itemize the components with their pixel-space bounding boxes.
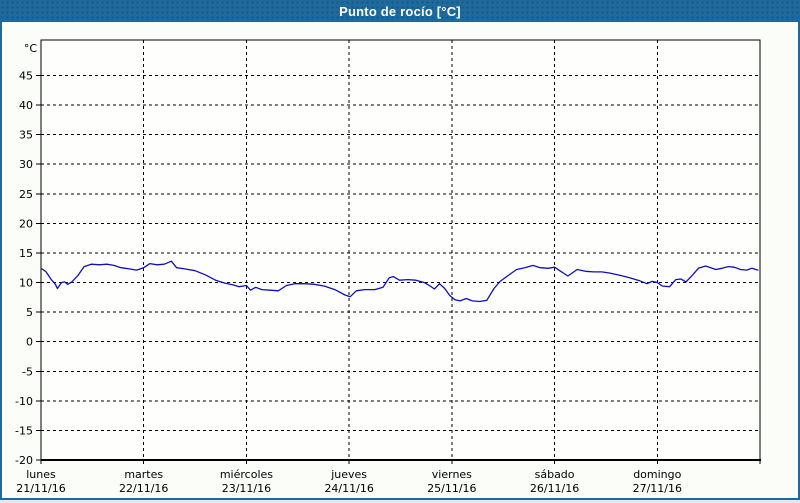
x-date-label: 27/11/16 xyxy=(633,482,682,495)
y-tick-label: 0 xyxy=(26,336,33,349)
chart-title: Punto de rocío [°C] xyxy=(339,3,461,19)
x-day-label: jueves xyxy=(330,468,367,481)
x-date-label: 24/11/16 xyxy=(324,482,373,495)
chart-title-bar: Punto de rocío [°C] xyxy=(0,0,800,22)
x-day-label: martes xyxy=(124,468,163,481)
x-day-label: viernes xyxy=(432,468,472,481)
x-date-label: 25/11/16 xyxy=(427,482,476,495)
y-tick-label: 30 xyxy=(19,158,33,171)
x-date-label: 21/11/16 xyxy=(16,482,65,495)
y-tick-label: 35 xyxy=(19,129,33,142)
dew-point-chart: -20 -15 -10 -5 0 5 10 15 20 25 30 35 40 45 °C lunes21/1… xyxy=(15,39,761,495)
y-tick-label: -20 xyxy=(15,454,33,467)
y-tick-label: 40 xyxy=(19,99,33,112)
x-date-label: 23/11/16 xyxy=(222,482,271,495)
y-tick-label: 45 xyxy=(19,69,33,82)
x-date-label: 22/11/16 xyxy=(119,482,168,495)
y-tick-label: 25 xyxy=(19,188,33,201)
y-tick-label: -10 xyxy=(15,395,33,408)
y-unit-label: °C xyxy=(24,42,38,55)
x-day-label: miércoles xyxy=(220,468,273,481)
y-tick-label: 15 xyxy=(19,247,33,260)
data-series-line xyxy=(41,260,759,303)
y-tick-label: 20 xyxy=(19,217,33,230)
y-tick-label: 5 xyxy=(26,306,33,319)
x-day-label: lunes xyxy=(26,468,56,481)
x-day-label: sábado xyxy=(535,468,575,481)
plot-border xyxy=(40,39,761,461)
y-tick-label: -15 xyxy=(15,424,33,437)
y-tick-label: 10 xyxy=(19,277,33,290)
x-date-label: 26/11/16 xyxy=(530,482,579,495)
y-tick-label: -5 xyxy=(22,365,33,378)
chart-area: -20 -15 -10 -5 0 5 10 15 20 25 30 35 40 45 °C lunes 21/1… xyxy=(2,22,798,498)
x-day-label: domingo xyxy=(633,468,681,481)
